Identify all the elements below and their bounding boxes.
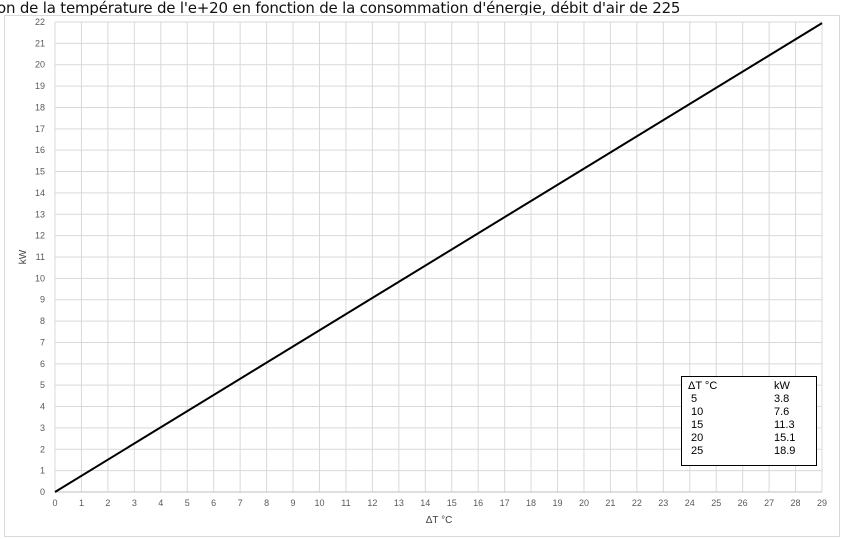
y-tick-label: 15	[35, 167, 45, 177]
x-tick-label: 1	[79, 498, 84, 508]
x-tick-label: 9	[291, 498, 296, 508]
table-row: 25 18.9	[682, 445, 816, 458]
table-cell: 11.3	[774, 419, 795, 431]
table-cell: 3.8	[774, 393, 790, 405]
y-tick-label: 6	[40, 359, 45, 369]
x-tick-label: 24	[685, 498, 695, 508]
table-header-cell: ΔT °C	[688, 380, 718, 392]
data-table: ΔT °C kW 5 3.8 10 7.6 15 11.3 20 15.1 25…	[681, 376, 817, 466]
x-tick-label: 3	[132, 498, 137, 508]
x-tick-label: 29	[817, 498, 827, 508]
table-row: 5 3.8	[682, 393, 816, 406]
y-tick-label: 11	[36, 252, 45, 262]
x-tick-label: 26	[738, 498, 748, 508]
x-tick-label: 25	[711, 498, 721, 508]
x-tick-label: 14	[420, 498, 430, 508]
x-tick-label: 15	[447, 498, 457, 508]
y-tick-label: 19	[35, 81, 45, 91]
x-tick-label: 0	[52, 498, 57, 508]
table-cell: 20	[691, 432, 704, 444]
table-cell: 7.6	[774, 406, 790, 418]
x-tick-label: 6	[211, 498, 216, 508]
x-tick-label: 2	[105, 498, 110, 508]
x-tick-label: 12	[367, 498, 377, 508]
axes	[54, 22, 822, 493]
y-tick-label: 13	[35, 209, 45, 219]
chart-frame	[4, 15, 840, 537]
series-line	[54, 22, 823, 493]
y-tick-label: 22	[35, 17, 45, 27]
x-tick-label: 22	[632, 498, 642, 508]
x-tick-label: 10	[314, 498, 324, 508]
x-tick-label: 8	[264, 498, 269, 508]
y-tick-label: 3	[40, 423, 45, 433]
y-tick-label: 10	[35, 273, 45, 283]
x-axis-label: ΔT °C	[426, 515, 453, 526]
y-tick-label: 4	[40, 402, 45, 412]
table-cell: 5	[691, 393, 698, 405]
y-tick-label: 18	[35, 102, 45, 112]
y-tick-label: 2	[40, 444, 45, 454]
table-cell: 15.1	[774, 432, 796, 444]
x-tick-label: 20	[579, 498, 589, 508]
x-tick-label: 11	[341, 498, 350, 508]
table-cell: 15	[691, 419, 704, 431]
table-row: 15 11.3	[682, 419, 816, 432]
x-tick-label: 17	[500, 498, 510, 508]
grid	[55, 21, 823, 492]
table-row: 20 15.1	[682, 432, 816, 445]
series-group	[54, 22, 823, 493]
y-tick-label: 0	[40, 487, 45, 497]
y-tick-label: 21	[35, 38, 45, 48]
table-header-cell: kW	[774, 380, 790, 392]
y-tick-label: 20	[35, 60, 45, 70]
x-tick-label: 5	[185, 498, 190, 508]
y-axis-label: kW	[18, 249, 29, 264]
y-tick-label: 16	[35, 145, 45, 155]
x-tick-label: 19	[553, 498, 563, 508]
table-cell: 10	[691, 406, 704, 418]
x-tick-label: 23	[658, 498, 668, 508]
x-tick-labels: 0 1 2 3 4 5 6 7 8 9 10 11 12 13 14 15 16 17 18 19 20 21 22 23 24…	[52, 498, 827, 508]
x-tick-label: 16	[473, 498, 483, 508]
table-header: ΔT °C kW	[682, 380, 816, 393]
table-row: 10 7.6	[682, 406, 816, 419]
x-tick-label: 27	[764, 498, 774, 508]
x-tick-label: 28	[791, 498, 801, 508]
chart-title-text: on de la température de l'e+20 en foncti…	[0, 0, 681, 17]
x-tick-label: 21	[605, 498, 615, 508]
y-tick-label: 8	[40, 316, 45, 326]
y-tick-label: 5	[40, 380, 45, 390]
x-tick-label: 4	[158, 498, 163, 508]
table-cell: 25	[691, 445, 704, 457]
y-tick-label: 9	[40, 295, 45, 305]
y-tick-label: 7	[40, 337, 45, 347]
y-tick-label: 1	[40, 466, 45, 476]
y-tick-label: 14	[35, 188, 45, 198]
y-tick-label: 12	[35, 231, 45, 241]
x-tick-label: 7	[238, 498, 243, 508]
table-cell: 18.9	[774, 445, 796, 457]
x-tick-label: 13	[394, 498, 404, 508]
y-tick-label: 17	[35, 124, 45, 134]
chart-title: on de la température de l'e+20 en foncti…	[0, 0, 841, 19]
x-tick-label: 18	[526, 498, 536, 508]
